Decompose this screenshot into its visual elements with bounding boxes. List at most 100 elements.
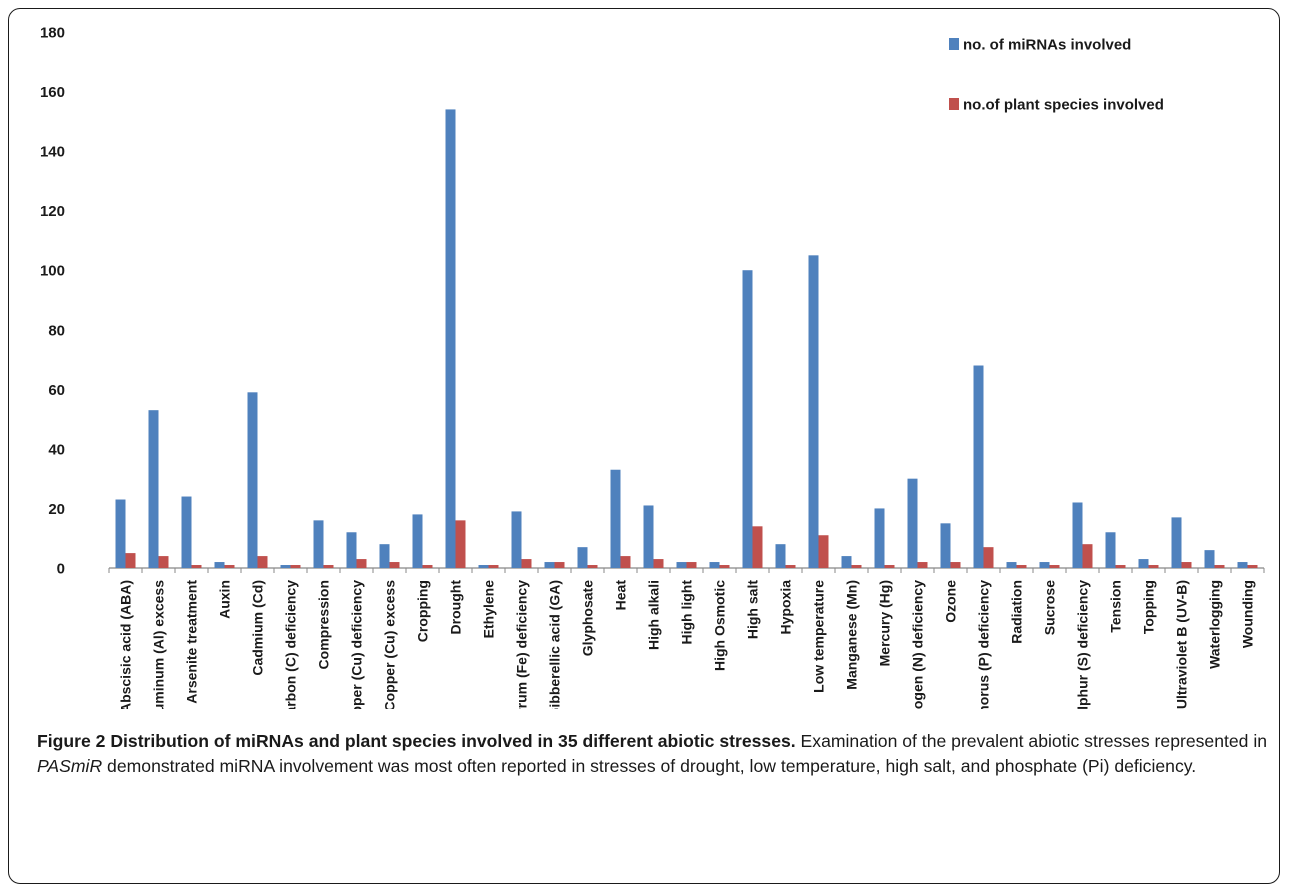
bar-species xyxy=(620,556,631,568)
bar-mirnas xyxy=(313,520,324,568)
caption-text-1: Examination of the prevalent abiotic str… xyxy=(795,731,1268,751)
bar-species xyxy=(158,556,169,568)
bar-mirnas xyxy=(478,565,489,568)
bar-mirnas xyxy=(1237,562,1248,568)
bar-species xyxy=(1115,565,1126,568)
x-tick-label: Auxin xyxy=(217,580,233,619)
x-tick-label: Topping xyxy=(1141,580,1157,634)
bar-mirnas xyxy=(412,514,423,568)
x-tick-label: Sulphur (S) deficiency xyxy=(1075,580,1091,709)
bar-mirnas xyxy=(1138,559,1149,568)
bar-mirnas xyxy=(1105,532,1116,568)
x-tick-label: Sucrose xyxy=(1042,580,1058,635)
legend-swatch xyxy=(949,98,959,110)
bar-mirnas xyxy=(577,547,588,568)
bar-species xyxy=(950,562,961,568)
bar-mirnas xyxy=(1171,517,1182,568)
caption-title: Figure 2 Distribution of miRNAs and plan… xyxy=(37,731,796,751)
x-tick-label: Aluminum (Al) excess xyxy=(151,580,167,709)
x-tick-label: Carbon (C) deficiency xyxy=(283,580,299,709)
legend-label: no.of plant species involved xyxy=(963,97,1164,114)
bar-species xyxy=(356,559,367,568)
x-tick-label: Waterlogging xyxy=(1207,580,1223,669)
x-tick-label: Ferrum (Fe) deficiency xyxy=(514,580,530,709)
bar-species xyxy=(323,565,334,568)
bar-mirnas xyxy=(940,523,951,568)
bar-mirnas xyxy=(643,505,654,568)
bar-mirnas xyxy=(214,562,225,568)
bar-species xyxy=(1148,565,1159,568)
caption-text-2: demonstrated miRNA involvement was most … xyxy=(102,756,1197,776)
bar-mirnas xyxy=(445,109,456,569)
x-tick-label: High light xyxy=(679,580,695,645)
bar-mirnas xyxy=(1039,562,1050,568)
x-tick-label: High Osmotic xyxy=(712,580,728,671)
bar-mirnas xyxy=(115,499,126,568)
x-tick-label: High alkali xyxy=(646,580,662,650)
bar-species xyxy=(686,562,697,568)
x-tick-label: Ethylene xyxy=(481,580,497,639)
bar-species xyxy=(257,556,268,568)
x-tick-label: Mercury (Hg) xyxy=(877,580,893,666)
figure-frame: 0 20 40 60 80 100 120 140 160 180 Abscisic acid (A… xyxy=(8,8,1280,884)
bar-mirnas xyxy=(973,365,984,568)
x-tick-label: Gibberellic acid (GA) xyxy=(547,580,563,709)
x-tick-label: Cadmium (Cd) xyxy=(250,580,266,676)
x-tick-label: High salt xyxy=(745,580,761,639)
bar-species xyxy=(389,562,400,568)
x-tick-label: Hypoxia xyxy=(778,580,794,635)
legend-label: no. of miRNAs involved xyxy=(963,37,1131,54)
bar-mirnas xyxy=(676,562,687,568)
bar-species xyxy=(290,565,301,568)
bar-species xyxy=(488,565,499,568)
x-tick-label: Wounding xyxy=(1240,580,1256,648)
bar-species xyxy=(1214,565,1225,568)
x-tick-label: Nitrogen (N) deficiency xyxy=(910,580,926,709)
y-tick-label: 180 xyxy=(40,25,65,42)
bar-species xyxy=(422,565,433,568)
bar-species xyxy=(521,559,532,568)
figure-caption: Figure 2 Distribution of miRNAs and plan… xyxy=(37,729,1269,779)
bar-mirnas xyxy=(610,469,621,568)
bar-species xyxy=(785,565,796,568)
y-tick-label: 120 xyxy=(40,203,65,220)
bar-species xyxy=(1016,565,1027,568)
bar-species xyxy=(587,565,598,568)
x-tick-label: Radiation xyxy=(1009,580,1025,644)
bar-species xyxy=(1049,565,1060,568)
bar-species xyxy=(752,526,763,568)
y-tick-label: 100 xyxy=(40,263,65,280)
x-tick-label: Copper (Cu) deficiency xyxy=(349,580,365,709)
y-tick-label: 140 xyxy=(40,144,65,161)
x-tick-label: Tension xyxy=(1108,580,1124,633)
bar-mirnas xyxy=(247,392,258,568)
bar-mirnas xyxy=(379,544,390,568)
bar-mirnas xyxy=(907,478,918,568)
bar-mirnas xyxy=(1204,550,1215,568)
bar-mirnas xyxy=(841,556,852,568)
bar-mirnas xyxy=(181,496,192,568)
x-tick-label: Glyphosate xyxy=(580,580,596,656)
bar-mirnas xyxy=(742,270,753,568)
bar-species xyxy=(983,547,994,568)
bar-species xyxy=(818,535,829,568)
bar-mirnas xyxy=(511,511,522,568)
x-tick-label: Abscisic acid (ABA) xyxy=(118,580,134,709)
bar-mirnas xyxy=(544,562,555,568)
bar-mirnas xyxy=(874,508,885,568)
bar-mirnas xyxy=(148,410,159,568)
y-tick-label: 20 xyxy=(48,501,65,518)
x-tick-label: Ultraviolet B (UV-B) xyxy=(1174,580,1190,709)
y-tick-label: 60 xyxy=(48,382,65,399)
bar-mirnas xyxy=(1006,562,1017,568)
x-tick-label: Heat xyxy=(613,580,629,611)
legend-swatch xyxy=(949,38,959,50)
bar-species xyxy=(191,565,202,568)
x-tick-label: Drought xyxy=(448,580,464,635)
bar-species xyxy=(455,520,466,568)
bar-species xyxy=(1082,544,1093,568)
x-tick-label: Cropping xyxy=(415,580,431,642)
x-tick-label: Ozone xyxy=(943,580,959,623)
bar-species xyxy=(884,565,895,568)
bar-species xyxy=(1247,565,1258,568)
